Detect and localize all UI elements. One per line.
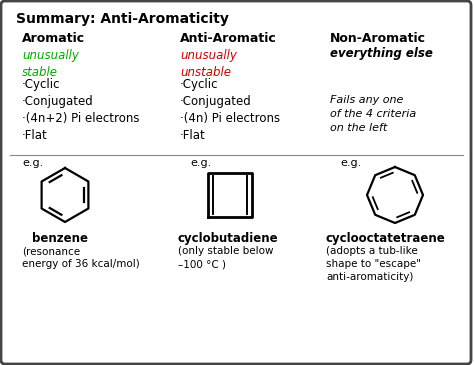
Text: ·Conjugated: ·Conjugated [180,95,252,108]
Text: ·(4n) Pi electrons: ·(4n) Pi electrons [180,112,280,125]
Text: ·Flat: ·Flat [22,129,48,142]
Text: ·Conjugated: ·Conjugated [22,95,94,108]
Text: cyclobutadiene: cyclobutadiene [178,232,279,245]
Text: e.g.: e.g. [340,158,361,168]
Text: (resonance
energy of 36 kcal/mol): (resonance energy of 36 kcal/mol) [22,246,140,269]
Text: Anti-Aromatic: Anti-Aromatic [180,32,277,45]
Text: Non-Aromatic: Non-Aromatic [330,32,426,45]
Text: cyclooctatetraene: cyclooctatetraene [326,232,446,245]
Text: (adopts a tub-like
shape to "escape"
anti-aromaticity): (adopts a tub-like shape to "escape" ant… [326,246,421,283]
Text: (only stable below
–100 °C ): (only stable below –100 °C ) [178,246,273,269]
Text: e.g.: e.g. [190,158,211,168]
Text: ·Cyclic: ·Cyclic [22,78,61,91]
Text: Aromatic: Aromatic [22,32,85,45]
Text: ·Flat: ·Flat [180,129,206,142]
Text: ·Cyclic: ·Cyclic [180,78,219,91]
Text: e.g.: e.g. [22,158,43,168]
Text: unusually
unstable: unusually unstable [180,49,237,78]
Text: Summary: Anti-Aromaticity: Summary: Anti-Aromaticity [16,12,229,26]
Text: benzene: benzene [32,232,88,245]
Text: everything else: everything else [330,47,433,60]
Text: Fails any one
of the 4 criteria
on the left: Fails any one of the 4 criteria on the l… [330,95,416,133]
Text: unusually
stable: unusually stable [22,49,79,78]
Text: ·(4n+2) Pi electrons: ·(4n+2) Pi electrons [22,112,139,125]
